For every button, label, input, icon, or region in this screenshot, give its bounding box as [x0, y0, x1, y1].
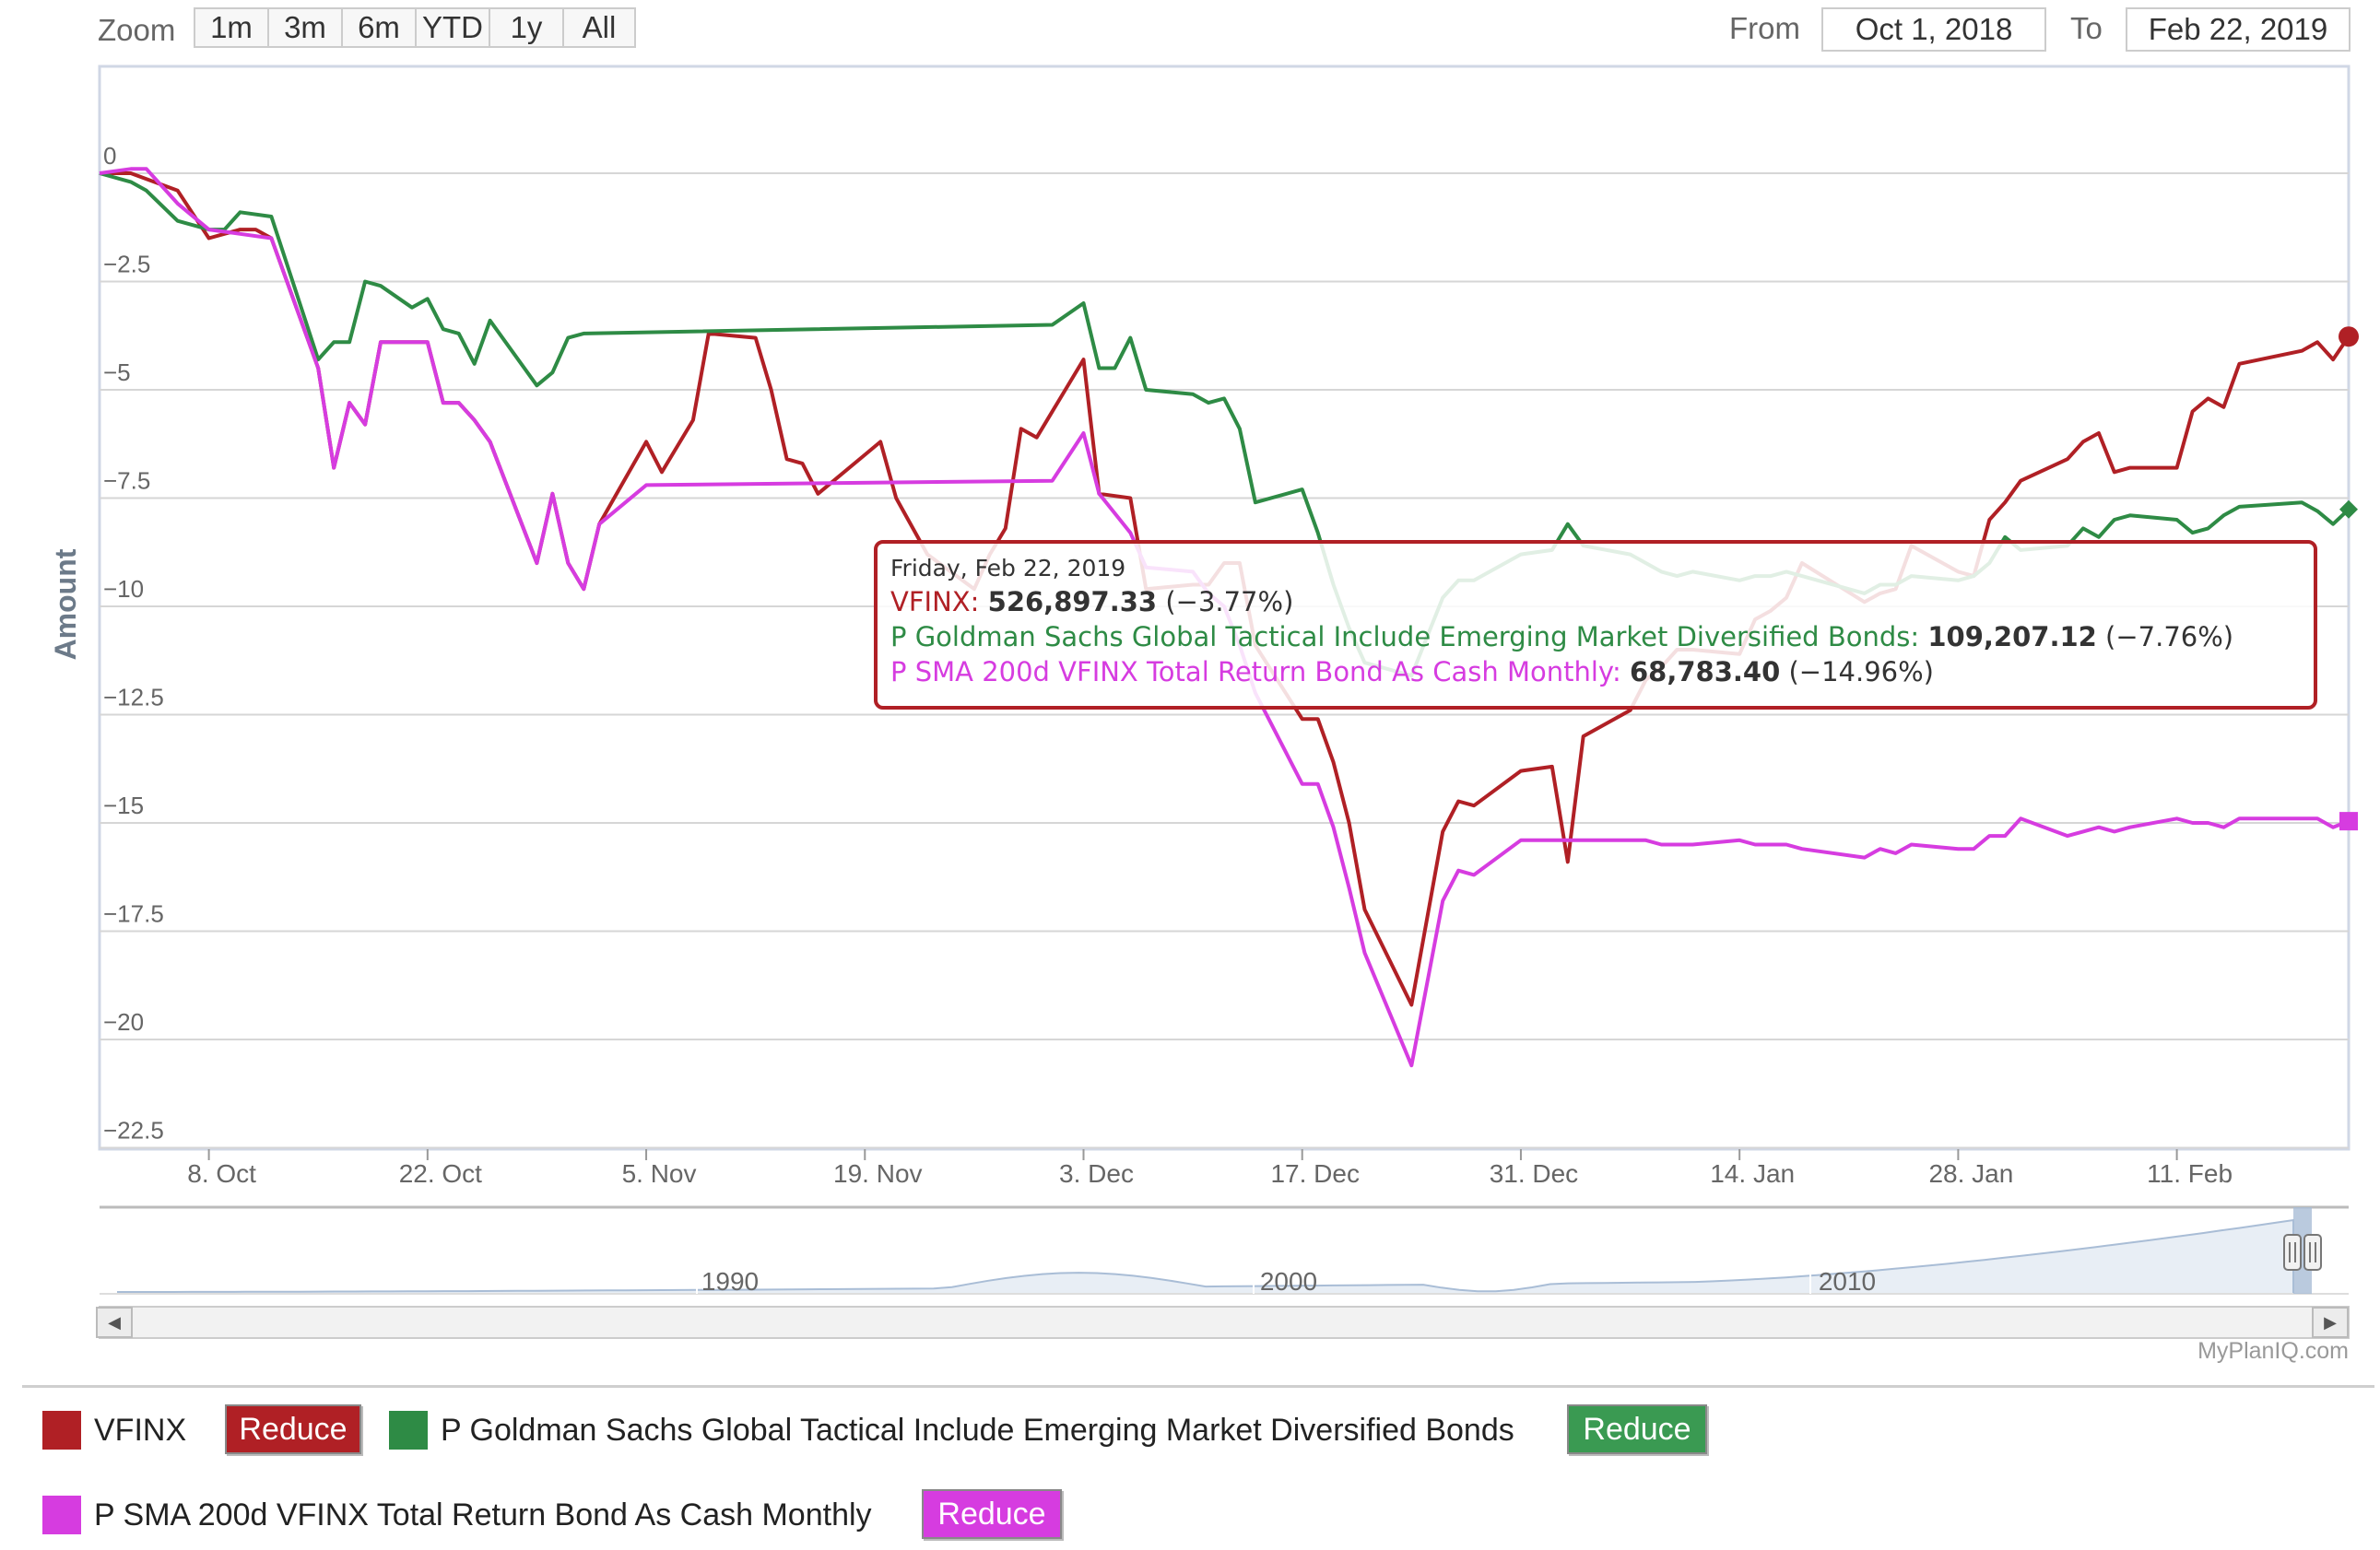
- navigator-year-label: 2000: [1260, 1267, 1317, 1296]
- data-tooltip: Friday, Feb 22, 2019 VFINX: 526,897.33 (…: [874, 540, 2317, 710]
- x-tick-label: 17. Dec: [1270, 1159, 1360, 1188]
- y-tick-label: −17.5: [103, 900, 164, 928]
- to-date-input[interactable]: Feb 22, 2019: [2126, 7, 2351, 52]
- legend-label: VFINX: [94, 1412, 187, 1448]
- y-tick-label: 0: [103, 142, 116, 170]
- series-end-marker-vfinx: [2339, 326, 2359, 347]
- tooltip-series-name: P Goldman Sachs Global Tactical Include …: [890, 621, 1911, 652]
- legend-item-vfinx[interactable]: VFINX: [42, 1406, 186, 1454]
- y-tick-label: −10: [103, 575, 144, 603]
- scroll-right-arrow-icon[interactable]: ▶: [2312, 1307, 2349, 1338]
- legend-item-goldman[interactable]: P Goldman Sachs Global Tactical Include …: [389, 1406, 1514, 1454]
- y-tick-label: −2.5: [103, 251, 150, 278]
- zoom-button-ytd[interactable]: YTD: [415, 7, 490, 48]
- legend-swatch: [42, 1496, 81, 1534]
- navigator-scrollbar-track[interactable]: [99, 1306, 2350, 1339]
- x-tick-label: 8. Oct: [187, 1159, 256, 1188]
- legend-label: P Goldman Sachs Global Tactical Include …: [441, 1412, 1514, 1448]
- navigator-year-label: 2010: [1819, 1267, 1876, 1296]
- series-end-marker-sma: [2339, 812, 2358, 831]
- zoom-button-all[interactable]: All: [562, 7, 636, 48]
- zoom-button-1y[interactable]: 1y: [489, 7, 564, 48]
- y-tick-label: −5: [103, 358, 131, 386]
- legend-item-sma[interactable]: P SMA 200d VFINX Total Return Bond As Ca…: [42, 1491, 872, 1539]
- navigator-left-handle[interactable]: [2283, 1234, 2302, 1271]
- reduce-button-sma[interactable]: Reduce: [922, 1489, 1062, 1539]
- y-tick-label: −7.5: [103, 467, 150, 495]
- navigator-year-label: 1990: [701, 1267, 759, 1296]
- tooltip-row-vfinx: VFINX: 526,897.33 (−3.77%): [890, 586, 1294, 617]
- scroll-left-arrow-icon[interactable]: ◀: [96, 1307, 133, 1338]
- y-axis-title: Amount: [49, 548, 82, 660]
- to-label: To: [2070, 11, 2103, 45]
- y-tick-label: −22.5: [103, 1117, 164, 1145]
- legend-swatch: [389, 1411, 428, 1450]
- x-tick-label: 28. Jan: [1928, 1159, 2013, 1188]
- x-tick-label: 19. Nov: [833, 1159, 923, 1188]
- tooltip-series-change: (−14.96%): [1788, 656, 1934, 687]
- zoom-label: Zoom: [98, 13, 176, 47]
- from-label: From: [1729, 11, 1800, 45]
- y-tick-label: −15: [103, 792, 144, 819]
- reduce-button-vfinx[interactable]: Reduce: [225, 1404, 361, 1454]
- series-line-sma: [99, 167, 2350, 1068]
- navigator-area: [117, 1218, 2294, 1295]
- x-tick-label: 3. Dec: [1059, 1159, 1134, 1188]
- legend-divider: [22, 1385, 2374, 1388]
- zoom-button-6m[interactable]: 6m: [341, 7, 417, 48]
- credits-label[interactable]: MyPlanIQ.com: [2197, 1338, 2349, 1364]
- tooltip-series-value: 109,207.12: [1927, 621, 2097, 652]
- reduce-button-goldman[interactable]: Reduce: [1567, 1404, 1707, 1454]
- navigator-selected-range[interactable]: [2293, 1207, 2312, 1294]
- x-tick-label: 31. Dec: [1490, 1159, 1579, 1188]
- tooltip-series-change: (−7.76%): [2105, 621, 2234, 652]
- x-axis-ticks: 8. Oct 22. Oct 5. Nov 19. Nov 3. Dec 17. Dec 3…: [187, 1149, 2233, 1188]
- tooltip-series-value: 526,897.33: [987, 586, 1158, 617]
- x-tick-label: 5. Nov: [622, 1159, 697, 1188]
- x-tick-label: 22. Oct: [399, 1159, 482, 1188]
- y-tick-label: −20: [103, 1008, 144, 1036]
- tooltip-series-value: 68,783.40: [1629, 656, 1781, 687]
- y-tick-label: −12.5: [103, 684, 164, 711]
- tooltip-row-goldman: P Goldman Sachs Global Tactical Include …: [890, 621, 2234, 652]
- from-date-input[interactable]: Oct 1, 2018: [1821, 7, 2046, 52]
- navigator[interactable]: 1990 2000 2010: [99, 1205, 2350, 1339]
- zoom-button-1m[interactable]: 1m: [194, 7, 269, 48]
- tooltip-series-change: (−3.77%): [1165, 586, 1294, 617]
- series-end-markers: [2339, 326, 2359, 831]
- x-tick-label: 11. Feb: [2147, 1159, 2233, 1188]
- x-tick-label: 14. Jan: [1710, 1159, 1795, 1188]
- y-axis-ticks: 0 −2.5 −5 −7.5 −10 −12.5 −15 −17.5 −20 −22.5: [103, 142, 164, 1145]
- tooltip-series-name: VFINX: [890, 586, 971, 617]
- tooltip-series-name: P SMA 200d VFINX Total Return Bond As Ca…: [890, 656, 1612, 687]
- legend-swatch: [42, 1411, 81, 1450]
- tooltip-date: Friday, Feb 22, 2019: [890, 555, 1126, 581]
- series-end-marker-goldman: [2339, 499, 2358, 519]
- tooltip-row-sma: P SMA 200d VFINX Total Return Bond As Ca…: [890, 656, 1934, 687]
- legend-label: P SMA 200d VFINX Total Return Bond As Ca…: [94, 1497, 872, 1532]
- navigator-right-handle[interactable]: [2303, 1234, 2322, 1271]
